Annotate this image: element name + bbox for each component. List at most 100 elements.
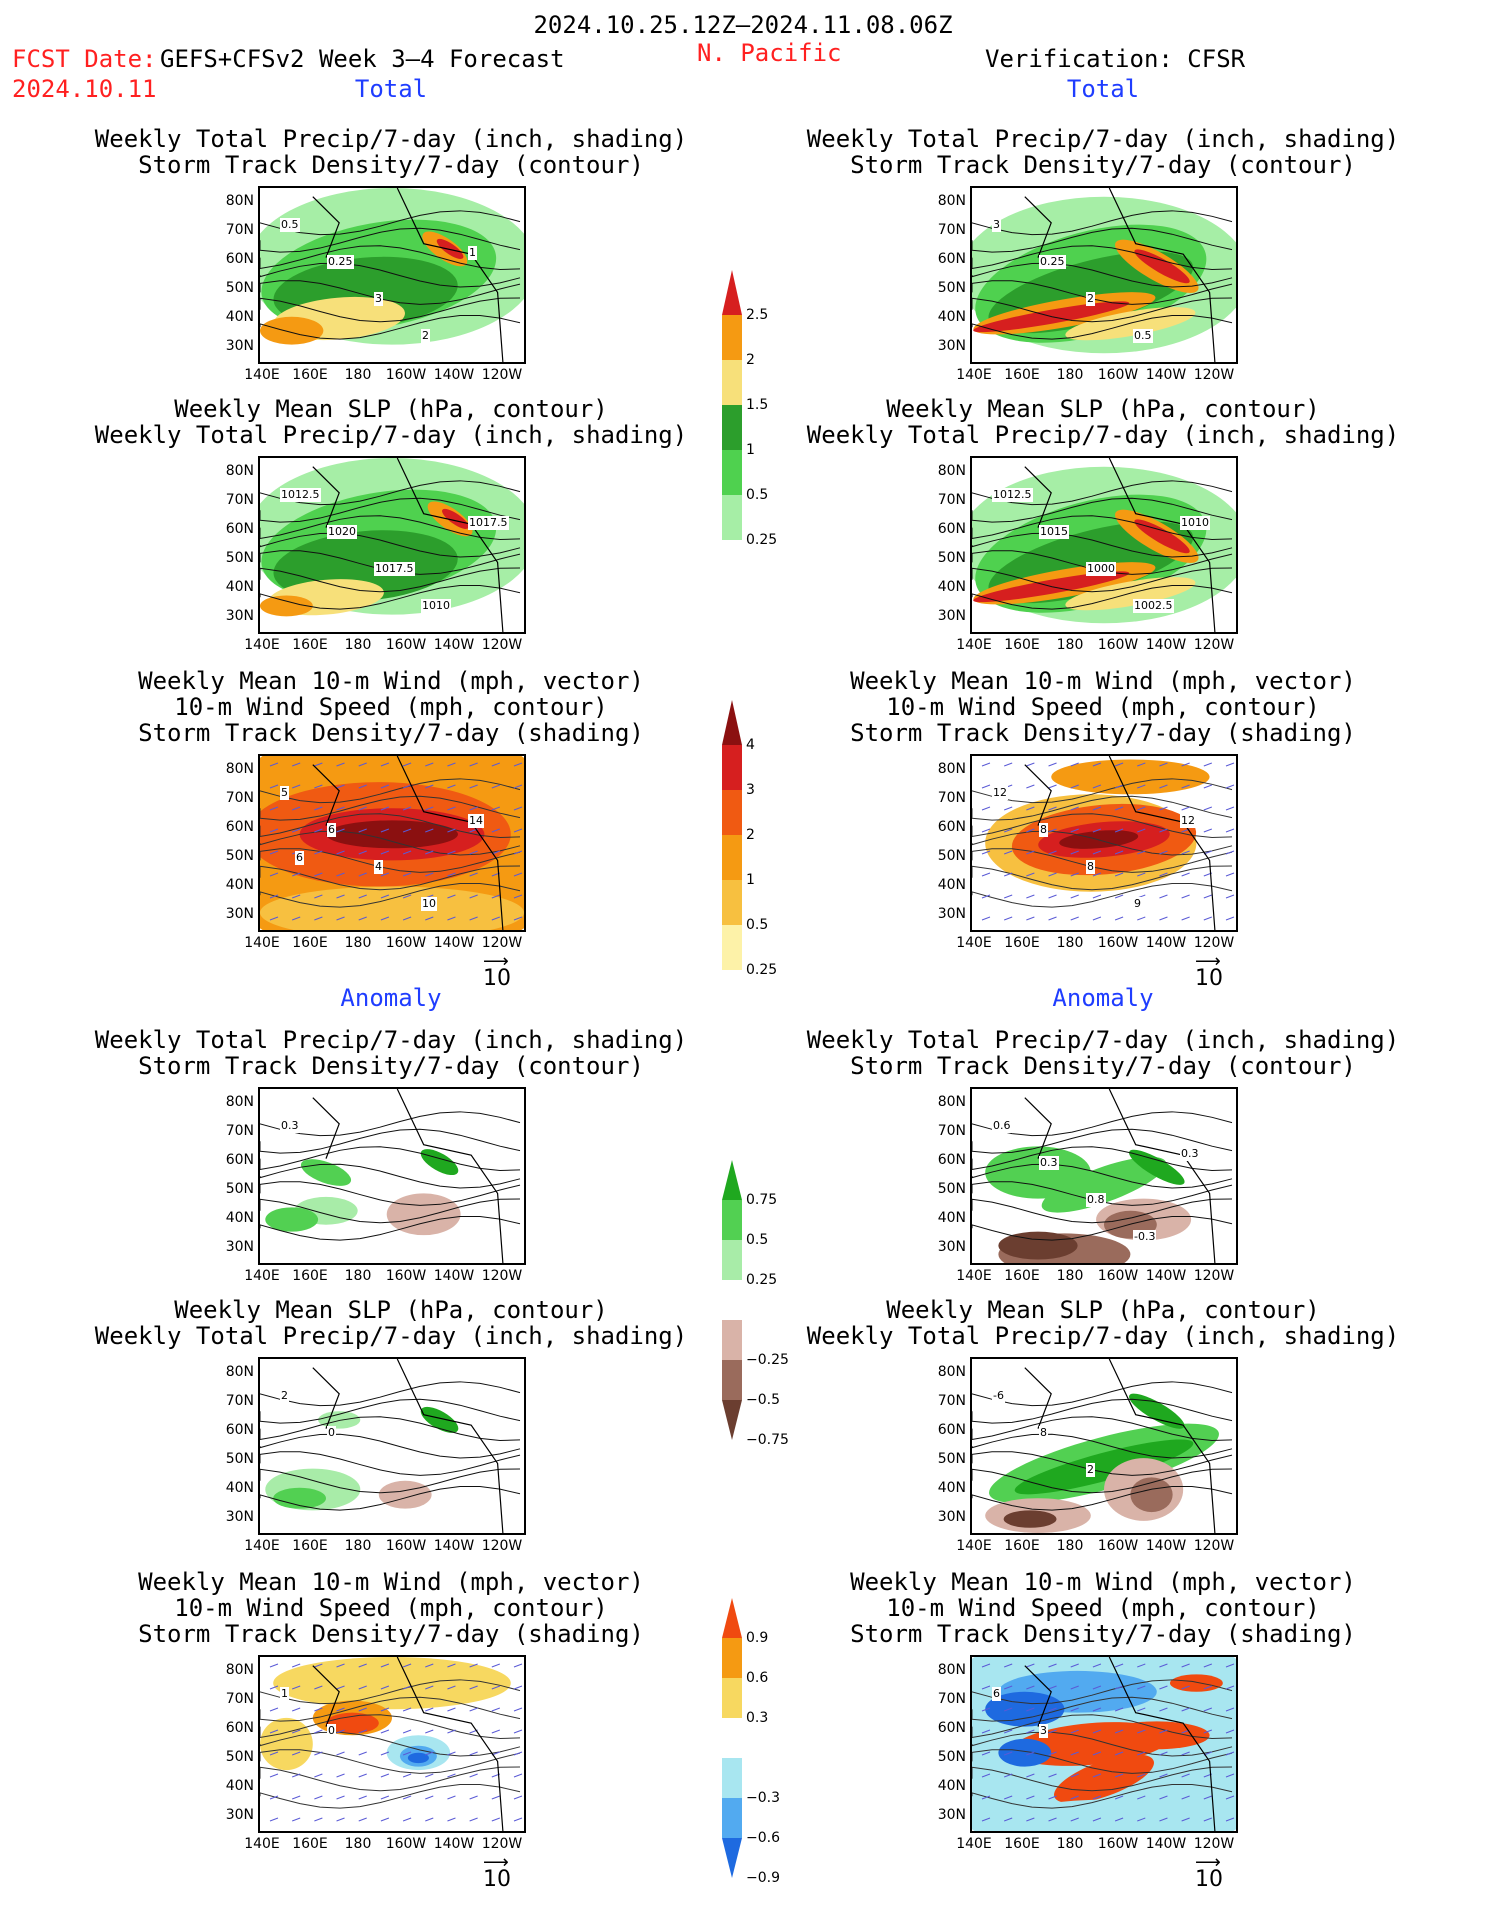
colorbar-label: 0.5 [746, 917, 769, 933]
lat-tick-label: 60N [225, 1152, 254, 1168]
shading-blob [1134, 249, 1190, 284]
wind-vector [336, 828, 345, 833]
colorbar-label: 0.25 [746, 532, 778, 548]
wind-vector [1070, 1729, 1079, 1734]
wind-vector [1181, 1707, 1190, 1712]
lat-tick-label: 40N [225, 877, 254, 893]
wind-vector [1026, 1685, 1035, 1690]
wind-vector [1181, 1795, 1190, 1800]
lat-tick-label: 40N [225, 1480, 254, 1496]
wind-vector [1004, 916, 1013, 921]
shading-blob [265, 1207, 319, 1232]
contour-label: 0 [327, 1426, 336, 1440]
wind-vector [1225, 916, 1235, 921]
wind-vector [981, 872, 991, 877]
contour-line [260, 1679, 521, 1705]
wind-vector [1048, 1685, 1057, 1690]
colorbar-swatch [722, 1798, 742, 1838]
lat-tick-label: 60N [937, 819, 966, 835]
wind-vector [1181, 1751, 1190, 1756]
wind-vector [1181, 872, 1190, 877]
lat-tick-label: 70N [937, 492, 966, 508]
wind-vector [1092, 1817, 1102, 1822]
panel-r5-left-title: Weekly Mean SLP (hPa, contour) Weekly To… [94, 1296, 688, 1350]
wind-vector [402, 850, 412, 855]
colorbar-swatch [722, 1400, 742, 1440]
wind-vector [981, 1729, 991, 1734]
contour-label: 14 [468, 814, 484, 828]
wind-vector [1225, 1751, 1235, 1756]
wind-vector [981, 1817, 991, 1822]
wind-vector [1181, 1663, 1190, 1668]
wind-vector [1225, 872, 1235, 877]
lat-tick-label: 50N [937, 280, 966, 296]
wind-vector [1004, 1729, 1013, 1734]
wind-vector [380, 872, 390, 877]
region-label: N. Pacific [697, 39, 842, 67]
colorbar-label: −0.3 [746, 1790, 780, 1806]
wind-vector [447, 1707, 456, 1712]
contour-line [972, 532, 1233, 558]
contour-line [260, 1198, 521, 1224]
contour-line [972, 585, 1233, 610]
wind-vector [1137, 1795, 1146, 1800]
wind-vector [314, 828, 323, 833]
wind-vector [269, 806, 279, 811]
contour-label: 1015 [1039, 525, 1069, 539]
contour-line [260, 515, 521, 540]
wind-vector [1114, 1795, 1124, 1800]
wind-vector [1048, 1773, 1057, 1778]
wind-vector [1225, 762, 1235, 767]
wind-vector [491, 806, 500, 811]
wind-vector [491, 1795, 500, 1800]
panel-r2-left-map-svg [260, 458, 524, 632]
shading-blob [273, 1487, 326, 1509]
wind-vector [981, 828, 991, 833]
wind-vector [402, 1773, 412, 1778]
contour-label: 0.3 [1180, 1147, 1200, 1161]
lat-tick-label: 70N [225, 1393, 254, 1409]
lon-tick-label: 180 [344, 1538, 372, 1554]
wind-vector [269, 1707, 279, 1712]
lon-tick-label: 140W [1145, 1268, 1187, 1284]
lon-tick-label: 120W [1193, 367, 1235, 383]
contour-line [972, 245, 1233, 270]
lat-tick-label: 80N [937, 1662, 966, 1678]
wind-vector [1070, 1795, 1079, 1800]
lon-tick-label: 160E [1004, 1538, 1040, 1554]
wind-vector [469, 784, 478, 789]
wind-vector [1004, 1663, 1013, 1668]
wind-vector [513, 850, 523, 855]
wind-vector [981, 784, 991, 789]
wind-vector [336, 806, 345, 811]
wind-vector [1092, 916, 1102, 921]
lon-tick-label: 180 [1056, 1538, 1084, 1554]
lon-tick-label: 140W [433, 935, 475, 951]
lon-tick-label: 140E [244, 1268, 280, 1284]
wind-vector [1137, 1817, 1146, 1822]
wind-vector [981, 1685, 991, 1690]
panel-r6-left-map-svg [260, 1657, 523, 1831]
wind-vector [1026, 762, 1035, 767]
lat-tick-label: 40N [937, 579, 966, 595]
lon-tick-label: 160W [1097, 1836, 1139, 1852]
wind-vector [1048, 828, 1057, 833]
contour-line [972, 210, 1233, 236]
coastline [1024, 1657, 1216, 1831]
wind-vector [491, 828, 500, 833]
contour-line [972, 480, 1233, 506]
contour-line [972, 1486, 1233, 1511]
wind-vector [469, 1817, 478, 1822]
wind-vector [1181, 1773, 1190, 1778]
lon-tick-label: 140E [244, 367, 280, 383]
lat-tick-label: 60N [225, 1422, 254, 1438]
wind-vector [402, 784, 412, 789]
wind-vector [1114, 1817, 1124, 1822]
lon-tick-label: 160W [385, 1836, 427, 1852]
lon-tick-label: 140W [433, 637, 475, 653]
lon-tick-label: 160E [292, 1836, 328, 1852]
colorbar-svg [722, 1598, 742, 1878]
contour-line [972, 227, 1233, 253]
wind-vector [292, 784, 301, 789]
colorbar-swatch [722, 1678, 742, 1718]
